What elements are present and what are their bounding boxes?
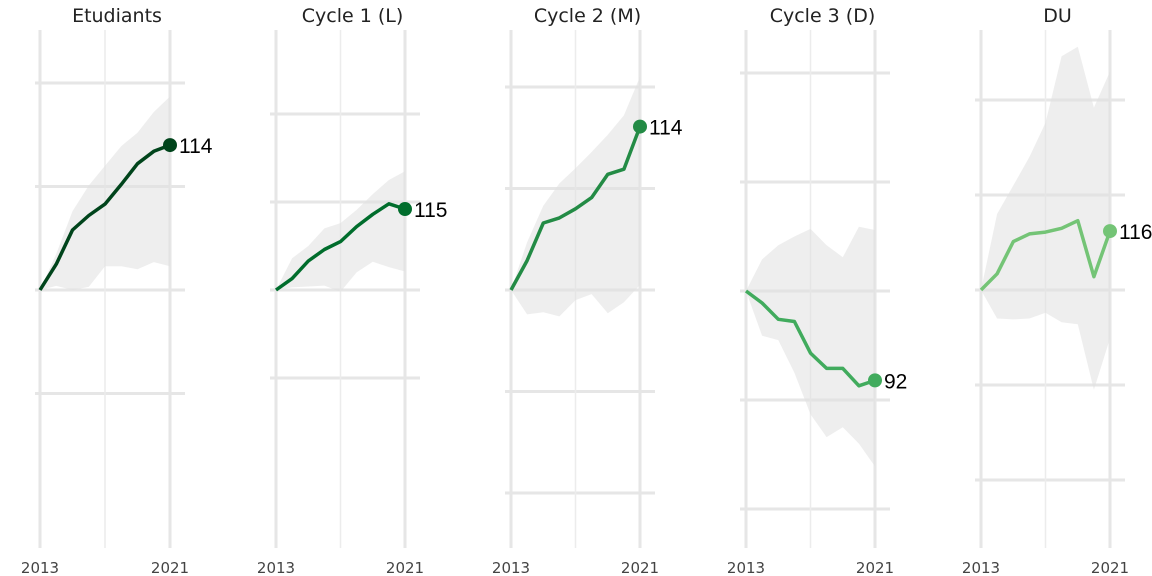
panel-title: Cycle 2 (M) <box>534 5 641 27</box>
panel-5: 116 DU 2013 2021 <box>962 5 1152 576</box>
x-tick-label: 2013 <box>21 559 59 576</box>
x-tick-label: 2013 <box>962 559 1000 576</box>
panel-2: 115 Cycle 1 (L) 2013 2021 <box>257 5 448 576</box>
panel-title: Cycle 3 (D) <box>770 5 876 27</box>
envelope-band <box>511 76 640 317</box>
series-line <box>274 202 406 292</box>
x-tick-label: 2021 <box>856 559 894 576</box>
panel-title: DU <box>1043 5 1072 27</box>
series-line <box>744 289 876 388</box>
panel-3: 114 Cycle 2 (M) 2013 2021 <box>492 5 683 576</box>
end-point <box>868 373 882 388</box>
envelope-band <box>746 226 875 467</box>
end-point <box>1103 224 1117 239</box>
x-tick-label: 2013 <box>492 559 530 576</box>
panel-title: Etudiants <box>72 5 162 27</box>
end-point <box>398 202 412 217</box>
x-tick-label: 2021 <box>1091 559 1129 576</box>
end-value-label: 114 <box>179 135 213 158</box>
series-line <box>509 125 642 291</box>
x-tick-label: 2021 <box>386 559 424 576</box>
end-point <box>633 119 647 134</box>
envelope-band <box>40 96 170 290</box>
end-value-label: 115 <box>414 199 447 222</box>
end-value-label: 116 <box>1119 221 1152 244</box>
end-point <box>163 138 177 153</box>
x-tick-label: 2013 <box>257 559 295 576</box>
panel-1: 114 Etudiants 2013 2021 <box>21 5 213 576</box>
x-tick-label: 2013 <box>727 559 765 576</box>
series-line <box>38 143 171 291</box>
x-tick-label: 2021 <box>621 559 659 576</box>
panel-title: Cycle 1 (L) <box>302 5 404 27</box>
envelope-band <box>981 46 1110 390</box>
series-line <box>979 218 1112 292</box>
end-value-label: 92 <box>884 370 907 393</box>
end-value-label: 114 <box>649 117 683 140</box>
x-tick-label: 2021 <box>151 559 189 576</box>
panel-4: 92 Cycle 3 (D) 2013 2021 <box>727 5 907 576</box>
